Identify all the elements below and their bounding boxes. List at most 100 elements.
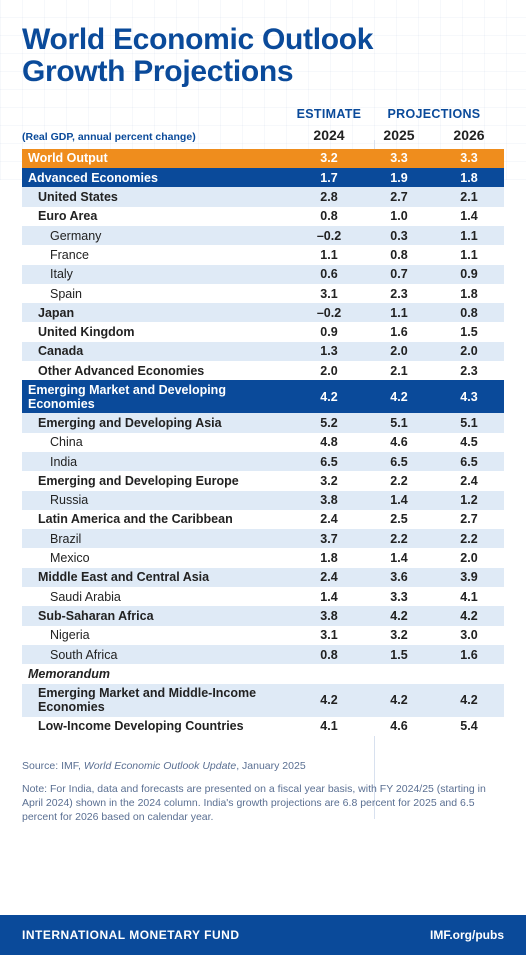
row-value: 1.0 [364,209,434,223]
row-value: 4.2 [364,609,434,623]
table-row: United States2.82.72.1 [22,187,504,206]
row-value: 6.5 [364,455,434,469]
year-2025: 2025 [364,127,434,143]
row-value: 4.8 [294,435,364,449]
table-row: Sub-Saharan Africa3.84.24.2 [22,606,504,625]
row-value: 2.0 [294,364,364,378]
row-label: Canada [22,344,294,358]
row-label: South Africa [22,648,294,662]
row-value: 2.2 [364,532,434,546]
estimate-label: ESTIMATE [294,107,364,121]
row-value: 1.2 [434,493,504,507]
row-value: 5.1 [434,416,504,430]
row-value: 2.1 [364,364,434,378]
row-label: Advanced Economies [22,171,294,185]
row-label: Middle East and Central Asia [22,570,294,584]
row-value: 0.8 [294,648,364,662]
title-line-1: World Economic Outlook [22,23,373,56]
row-value: 4.2 [294,390,364,404]
row-value: 2.4 [434,474,504,488]
table-row: Canada1.32.02.0 [22,342,504,361]
row-value: 0.8 [434,306,504,320]
table-row: China4.84.64.5 [22,433,504,452]
row-value: 3.3 [434,151,504,165]
row-label: France [22,248,294,262]
table-row: Emerging and Developing Asia5.25.15.1 [22,413,504,432]
row-label: United Kingdom [22,325,294,339]
row-value: 1.9 [364,171,434,185]
row-value: 1.3 [294,344,364,358]
row-label: Nigeria [22,628,294,642]
table-row: Memorandum [22,664,504,683]
row-value: 1.1 [434,248,504,262]
row-value: 2.7 [364,190,434,204]
table-row: Brazil3.72.22.2 [22,529,504,548]
table-row: Mexico1.81.42.0 [22,548,504,567]
table-row: World Output3.23.33.3 [22,149,504,168]
row-value: 2.3 [364,287,434,301]
row-value: 3.2 [364,628,434,642]
table-row: Spain3.12.31.8 [22,284,504,303]
row-value: –0.2 [294,229,364,243]
row-value: 0.8 [364,248,434,262]
row-value: 0.9 [434,267,504,281]
row-value: 2.0 [364,344,434,358]
table-row: Latin America and the Caribbean2.42.52.7 [22,510,504,529]
row-value: 2.2 [364,474,434,488]
row-value: 1.5 [434,325,504,339]
table-row: Emerging Market and Developing Economies… [22,380,504,413]
row-value: 4.6 [364,719,434,733]
table-row: Germany–0.20.31.1 [22,226,504,245]
year-2026: 2026 [434,127,504,143]
table-row: Russia3.81.41.2 [22,491,504,510]
table-row: Emerging and Developing Europe3.22.22.4 [22,471,504,490]
row-value: 5.1 [364,416,434,430]
title-block: World Economic Outlook Growth Projection… [0,0,526,97]
subhead: (Real GDP, annual percent change) [22,131,294,143]
table-row: Euro Area0.81.01.4 [22,207,504,226]
row-value: 4.3 [434,390,504,404]
table-row: Japan–0.21.10.8 [22,303,504,322]
row-value: 3.1 [294,287,364,301]
row-label: Emerging Market and Developing Economies [22,383,294,411]
row-value: 2.4 [294,512,364,526]
row-value: 0.7 [364,267,434,281]
row-value: 2.4 [294,570,364,584]
row-value: 4.2 [294,693,364,707]
row-label: Emerging and Developing Europe [22,474,294,488]
table-row: Italy0.60.70.9 [22,265,504,284]
row-label: Spain [22,287,294,301]
row-value: 2.1 [434,190,504,204]
source-text: Source: IMF, World Economic Outlook Upda… [22,760,504,774]
row-value: 1.4 [294,590,364,604]
table-row: Other Advanced Economies2.02.12.3 [22,361,504,380]
table-row: India6.56.56.5 [22,452,504,471]
row-value: 3.9 [434,570,504,584]
table-row: Saudi Arabia1.43.34.1 [22,587,504,606]
row-value: 6.5 [294,455,364,469]
row-label: Euro Area [22,209,294,223]
row-label: Germany [22,229,294,243]
row-value: 1.1 [434,229,504,243]
row-value: 1.5 [364,648,434,662]
table-row: Nigeria3.13.23.0 [22,626,504,645]
row-value: 3.3 [364,151,434,165]
row-value: 4.5 [434,435,504,449]
row-value: 1.4 [364,551,434,565]
row-value: 2.0 [434,551,504,565]
row-value: 4.2 [364,693,434,707]
source-block: Source: IMF, World Economic Outlook Upda… [0,736,526,825]
row-value: 0.3 [364,229,434,243]
footer-org: INTERNATIONAL MONETARY FUND [22,928,240,942]
table-row: Advanced Economies1.71.91.8 [22,168,504,187]
row-label: Sub-Saharan Africa [22,609,294,623]
row-value: 1.1 [294,248,364,262]
page-title: World Economic Outlook Growth Projection… [22,24,504,89]
row-value: 5.4 [434,719,504,733]
row-value: 3.8 [294,493,364,507]
row-value: 4.2 [364,390,434,404]
table-row: Middle East and Central Asia2.43.63.9 [22,568,504,587]
row-label: United States [22,190,294,204]
row-value: 0.9 [294,325,364,339]
row-value: 3.1 [294,628,364,642]
